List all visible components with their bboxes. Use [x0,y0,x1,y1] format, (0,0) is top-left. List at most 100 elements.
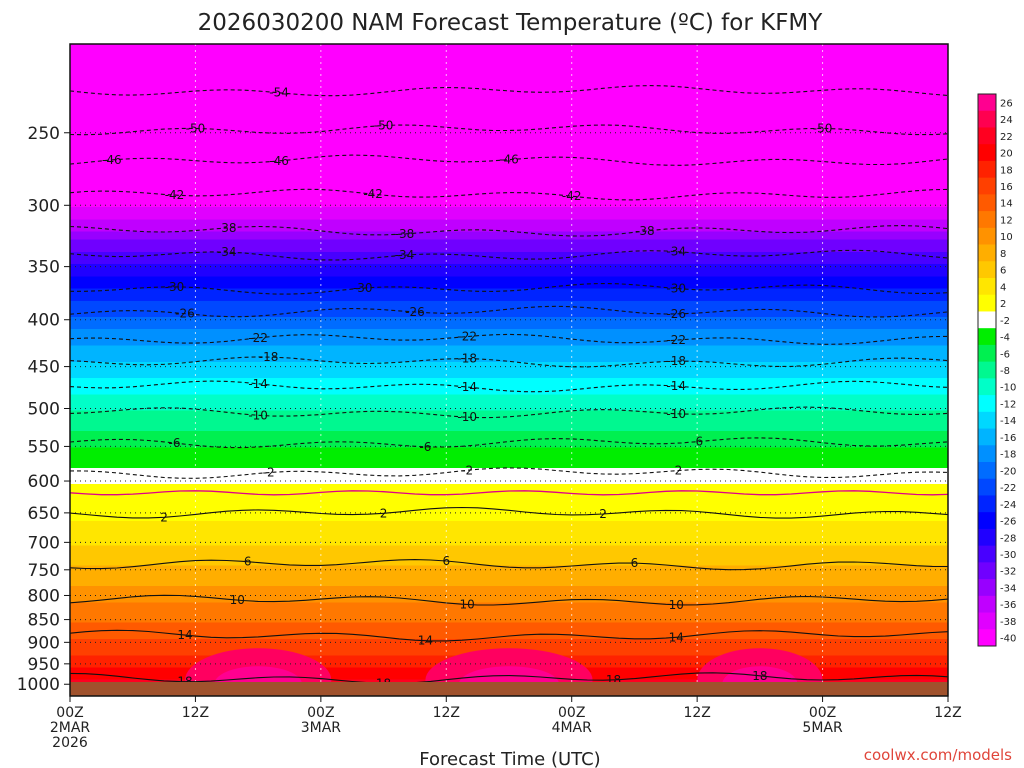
isotherm-label: 6 [631,556,639,570]
isotherm-label: -6 [419,440,431,454]
pressure-tick-label: 550 [28,437,60,457]
isotherm-label: -38 [635,224,655,238]
colorbar-cell [978,194,996,212]
colorbar-label: -32 [1000,567,1016,578]
isotherm-label: -30 [666,282,686,296]
colorbar-cell [978,177,996,195]
isotherm-labels: -54-50 -50 -50-46 -46 -46-42 -42 -42-38 -38 -38-… [102,86,832,691]
colorbar-cell [978,595,996,613]
isotherm-14 [70,629,948,642]
pressure-tick-label: 450 [28,358,60,378]
colorbar-label: -40 [1000,634,1016,645]
colorbar-cell [978,278,996,296]
pressure-tick-label: 800 [28,586,60,606]
time-tick-label: 4MAR [552,720,593,736]
colorbar-label: 6 [1000,266,1006,277]
colorbar-cell [978,411,996,429]
colorbar-cell [978,478,996,496]
isotherm-label: -46 [102,153,122,167]
colorbar-label: -18 [1000,450,1016,461]
colorbar-cell [978,579,996,597]
isotherm-label: -50 [813,121,833,135]
isotherm-6 [70,559,948,571]
colorbar-label: -34 [1000,583,1016,594]
colorbar-cell [978,428,996,446]
colorbar-label: 26 [1000,98,1013,109]
colorbar-label: -36 [1000,600,1016,611]
pressure-axis: 2503003504004505005506006507007508008509… [17,124,70,695]
colorbar-cell [978,144,996,162]
isotherm-label: -46 [269,154,289,168]
isotherm-label: -46 [499,153,519,167]
isotherm-label: -10 [666,407,686,421]
isotherm-label: -50 [374,118,394,132]
colorbar-cell [978,211,996,229]
colorbar-cell [978,94,996,112]
time-tick-label: 00Z [809,705,836,721]
chart-title: 2026030200 NAM Forecast Temperature (ºC)… [198,10,824,36]
colorbar-label: 20 [1000,149,1013,160]
colorbar-cell [978,328,996,346]
isotherm-label: -42 [562,189,582,203]
colorbar-cell [978,378,996,396]
colorbar-cell [978,361,996,379]
isotherm-label: -34 [395,248,415,262]
freezing-level-line [70,490,948,496]
colorbar-cell [978,261,996,279]
colorbar-cell [978,562,996,580]
isotherm-label: 2 [380,506,388,520]
colorbar-cell [978,294,996,312]
colorbar-cell [978,528,996,547]
pressure-tick-label: 950 [28,655,60,675]
isotherm-label: -6 [691,435,703,449]
colorbar-label: -2 [1000,316,1010,327]
isotherm-label: -18 [666,354,686,368]
colorbar-label: -8 [1000,366,1010,377]
isotherm-label: -10 [248,408,268,422]
colorbar-cell [978,629,996,647]
colorbar-label: -6 [1000,349,1010,360]
time-tick-label: 5MAR [802,720,843,736]
time-tick-label: 00Z [56,705,83,721]
time-tick-label: 12Z [433,705,460,721]
colorbar-cell [978,127,996,145]
colorbar-cell [978,344,996,363]
colorbar-label: 8 [1000,249,1006,260]
isotherm-10 [70,594,948,606]
time-tick-label: 2MAR [50,720,91,736]
pressure-tick-label: 350 [28,258,60,278]
isotherm-label: -22 [457,330,477,344]
isotherm-label: 2 [599,507,607,521]
colorbar-cell [978,311,996,329]
colorbar-label: 22 [1000,132,1013,143]
colorbar-label: 10 [1000,232,1013,243]
isotherm-label: -38 [395,227,415,241]
isotherm-label: 18 [752,669,767,683]
time-tick-label: 3MAR [301,720,342,736]
colorbar-cell [978,495,996,513]
time-tick-label: 12Z [934,705,961,721]
isotherm-label: -26 [405,305,425,319]
time-grid-lines [194,44,824,696]
time-tick-label: 00Z [307,705,334,721]
colorbar-label: 24 [1000,115,1013,126]
isotherm-label: -54 [269,86,289,100]
isotherm-label: 10 [460,598,475,612]
time-tick-label: 2026 [52,735,88,751]
isotherm-label: 14 [177,628,192,642]
colorbar-label: -10 [1000,383,1016,394]
isotherm-label: -42 [363,187,383,201]
colorbar-cell [978,395,996,413]
isotherm-label: 14 [669,630,684,644]
isotherm-label: -50 [186,121,206,135]
isotherm-label: -10 [457,410,477,424]
colorbar-label: -4 [1000,333,1010,344]
colorbar-label: -38 [1000,617,1016,628]
isotherm-label: 10 [230,593,245,607]
plot-area: -54-50 -50 -50-46 -46 -46-42 -42 -42-38 -38 -38-… [70,44,948,696]
pressure-tick-label: 300 [28,196,60,216]
colorbar-label: 16 [1000,182,1013,193]
credit-text: coolwx.com/models [864,746,1012,764]
